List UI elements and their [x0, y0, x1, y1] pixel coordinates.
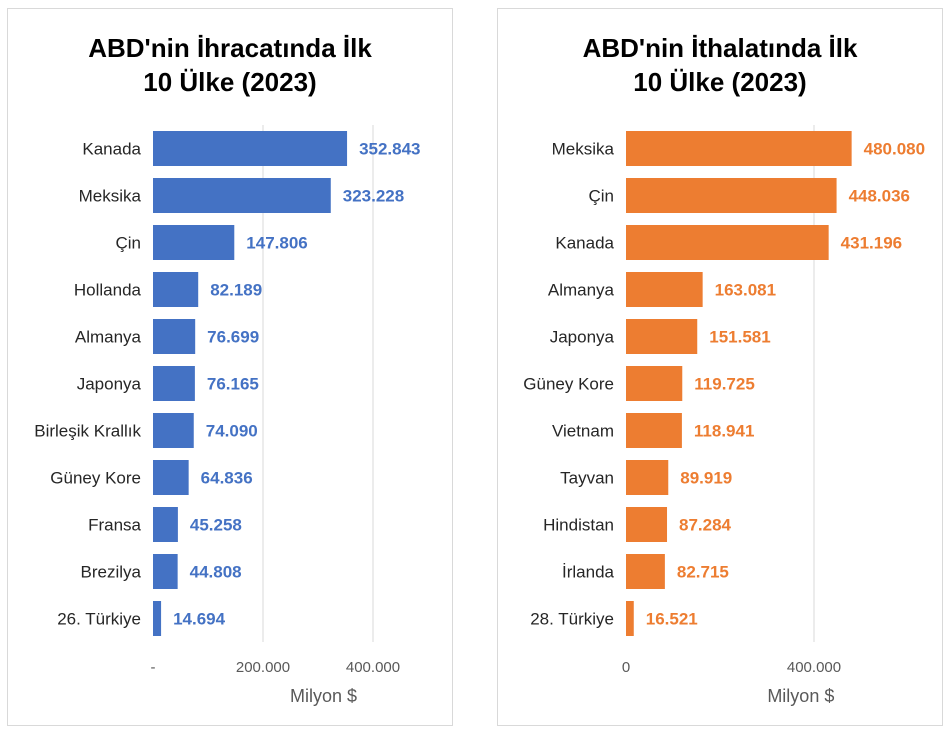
export-category-label-5: Japonya — [77, 375, 142, 394]
import-bar-chart: Meksika 480.080 Çin 448.036 Kanada 431.196 Alm… — [523, 125, 925, 706]
export-bar-6 — [153, 413, 194, 448]
export-category-label-4: Almanya — [75, 328, 142, 347]
export-chart-title: ABD'nin İhracatında İlk 10 Ülke (2023) — [8, 31, 452, 99]
import-data-label-0: 480.080 — [864, 140, 925, 159]
import-chart-title: ABD'nin İthalatında İlk 10 Ülke (2023) — [498, 31, 942, 99]
export-category-label-3: Hollanda — [74, 281, 142, 300]
export-category-label-2: Çin — [115, 234, 141, 253]
import-data-label-8: 87.284 — [679, 516, 732, 535]
import-data-label-10: 16.521 — [646, 610, 698, 629]
export-chart-title-line1: ABD'nin İhracatında İlk — [88, 33, 372, 63]
export-bar-10 — [153, 601, 162, 636]
export-chart-title-line2: 10 Ülke (2023) — [143, 67, 317, 97]
export-axis-title: Milyon $ — [290, 686, 357, 706]
export-bar-8 — [153, 507, 178, 542]
import-bar-4 — [626, 319, 698, 354]
import-category-label-3: Almanya — [548, 281, 615, 300]
import-tick-label-0: 0 — [622, 659, 630, 676]
import-category-label-0: Meksika — [552, 140, 615, 159]
export-bar-1 — [153, 178, 331, 213]
export-category-label-6: Birleşik Krallık — [34, 422, 141, 441]
import-axis-title: Milyon $ — [767, 686, 834, 706]
import-chart-title-line1: ABD'nin İthalatında İlk — [582, 33, 858, 63]
import-bar-3 — [626, 272, 703, 307]
export-data-label-6: 74.090 — [206, 422, 258, 441]
import-data-label-4: 151.581 — [709, 328, 770, 347]
export-bar-9 — [153, 554, 178, 589]
export-data-label-1: 323.228 — [343, 187, 404, 206]
import-chart-panel: ABD'nin İthalatında İlk 10 Ülke (2023) M… — [497, 8, 943, 726]
export-category-label-1: Meksika — [79, 187, 142, 206]
import-bar-5 — [626, 366, 683, 401]
export-category-label-10: 26. Türkiye — [57, 610, 141, 629]
import-chart-title-line2: 10 Ülke (2023) — [633, 67, 807, 97]
export-category-label-7: Güney Kore — [50, 469, 141, 488]
import-bar-7 — [626, 460, 669, 495]
export-bar-4 — [153, 319, 196, 354]
export-data-label-5: 76.165 — [207, 375, 259, 394]
import-bar-0 — [626, 131, 852, 166]
import-category-label-5: Güney Kore — [523, 375, 614, 394]
export-bar-5 — [153, 366, 195, 401]
export-data-label-10: 14.694 — [173, 610, 226, 629]
export-chart-panel: ABD'nin İhracatında İlk 10 Ülke (2023) K… — [7, 8, 453, 726]
export-tick-label-0: - — [151, 659, 156, 676]
export-data-label-8: 45.258 — [190, 516, 242, 535]
import-bar-1 — [626, 178, 837, 213]
import-category-label-7: Tayvan — [560, 469, 614, 488]
export-data-label-2: 147.806 — [246, 234, 307, 253]
import-category-label-8: Hindistan — [543, 516, 614, 535]
import-data-label-5: 119.725 — [694, 375, 755, 394]
export-bar-7 — [153, 460, 189, 495]
export-data-label-7: 64.836 — [201, 469, 253, 488]
export-bar-2 — [153, 225, 235, 260]
export-data-label-4: 76.699 — [207, 328, 259, 347]
export-category-label-0: Kanada — [82, 140, 141, 159]
import-bar-8 — [626, 507, 668, 542]
import-category-label-6: Vietnam — [552, 422, 614, 441]
import-data-label-7: 89.919 — [680, 469, 732, 488]
import-data-label-9: 82.715 — [677, 563, 729, 582]
import-category-label-4: Japonya — [550, 328, 615, 347]
import-category-label-10: 28. Türkiye — [530, 610, 614, 629]
export-category-label-8: Fransa — [88, 516, 141, 535]
export-category-label-9: Brezilya — [81, 563, 142, 582]
export-bar-3 — [153, 272, 199, 307]
import-bar-10 — [626, 601, 634, 636]
import-category-label-2: Kanada — [555, 234, 614, 253]
import-data-label-6: 118.941 — [694, 422, 755, 441]
import-bar-2 — [626, 225, 829, 260]
export-tick-label-1: 200.000 — [236, 659, 290, 676]
import-bar-6 — [626, 413, 682, 448]
import-category-label-9: İrlanda — [562, 563, 615, 582]
export-data-label-9: 44.808 — [190, 563, 242, 582]
import-data-label-1: 448.036 — [849, 187, 910, 206]
export-bar-0 — [153, 131, 348, 166]
import-tick-label-1: 400.000 — [787, 659, 841, 676]
export-data-label-3: 82.189 — [210, 281, 262, 300]
import-data-label-3: 163.081 — [715, 281, 776, 300]
import-bar-9 — [626, 554, 665, 589]
export-tick-label-2: 400.000 — [346, 659, 400, 676]
import-data-label-2: 431.196 — [841, 234, 902, 253]
export-bar-chart: Kanada 352.843 Meksika 323.228 Çin 147.806 Hol… — [34, 125, 421, 706]
export-data-label-0: 352.843 — [359, 140, 420, 159]
import-category-label-1: Çin — [588, 187, 614, 206]
